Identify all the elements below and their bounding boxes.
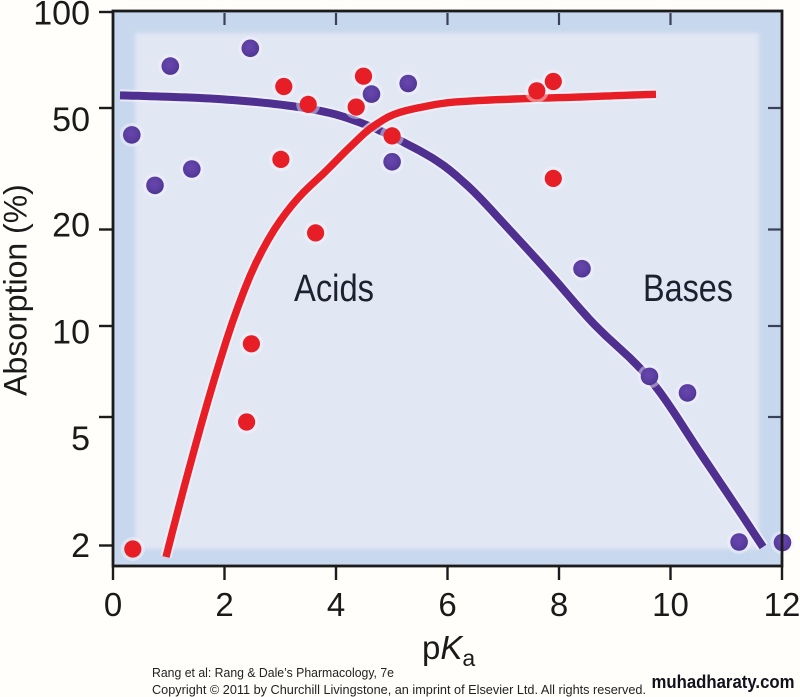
svg-text:20: 20	[52, 207, 90, 245]
svg-text:pKa: pKa	[422, 629, 475, 671]
svg-text:4: 4	[327, 586, 345, 623]
svg-text:Copyright © 2011 by Churchill: Copyright © 2011 by Churchill Livingston…	[152, 682, 646, 697]
svg-text:8: 8	[550, 586, 568, 623]
svg-text:50: 50	[52, 101, 90, 139]
svg-text:10: 10	[52, 314, 90, 352]
svg-text:Acids: Acids	[294, 268, 374, 310]
svg-text:5: 5	[71, 420, 90, 458]
svg-text:12: 12	[764, 586, 800, 623]
svg-text:2: 2	[71, 527, 90, 565]
svg-text:muhadharaty.com: muhadharaty.com	[652, 672, 795, 692]
svg-text:6: 6	[438, 586, 456, 623]
svg-text:2: 2	[215, 586, 233, 623]
svg-text:10: 10	[652, 586, 689, 623]
svg-text:Bases: Bases	[643, 268, 733, 310]
svg-text:Absorption (%): Absorption (%)	[0, 184, 34, 396]
svg-text:100: 100	[33, 0, 90, 33]
svg-text:Rang et al: Rang & Dale’s Phar: Rang et al: Rang & Dale’s Pharmacology, …	[152, 665, 394, 680]
svg-text:0: 0	[104, 586, 122, 623]
